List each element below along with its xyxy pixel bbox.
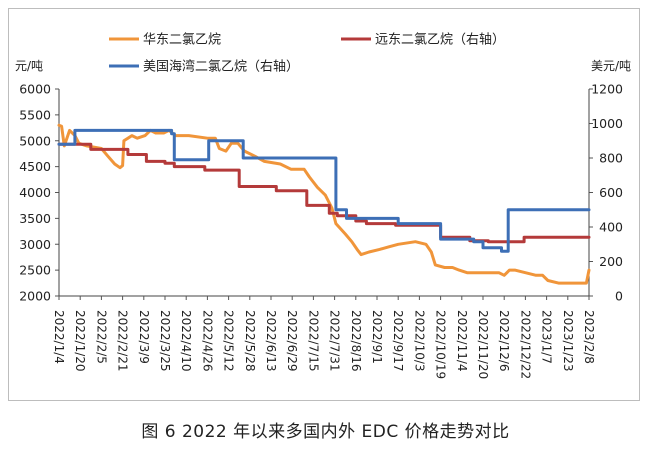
figure-caption: 图 6 2022 年以来多国内外 EDC 价格走势对比 <box>141 422 510 442</box>
x-tick-label: 2022/2/21 <box>116 310 130 372</box>
right-tick-label: 600 <box>599 185 623 200</box>
x-tick-label: 2022/6/13 <box>264 310 278 372</box>
left-tick-label: 4000 <box>19 185 51 200</box>
legend-label-series-1: 远东二氯乙烷（右轴） <box>375 33 505 48</box>
x-tick-label: 2022/7/31 <box>328 310 342 372</box>
x-tick-label: 2022/3/25 <box>158 310 172 372</box>
right-tick-label: 400 <box>599 220 623 235</box>
axes: 2000 2500 3000 3500 4000 4500 5000 5500 6000 0 200… <box>19 82 623 380</box>
x-tick-label: 2023/1/23 <box>561 310 575 372</box>
right-tick-label: 1000 <box>591 116 623 131</box>
chart-frame: 华东二氯乙烷 远东二氯乙烷（右轴） 美国海湾二氯乙烷（右轴） 元/吨 美元/吨 … <box>8 8 640 401</box>
x-tick-label: 2022/1/4 <box>52 310 66 364</box>
series-line-0 <box>57 123 591 285</box>
line-chart: 华东二氯乙烷 远东二氯乙烷（右轴） 美国海湾二氯乙烷（右轴） 元/吨 美元/吨 … <box>15 33 631 380</box>
x-tick-label: 2022/9/17 <box>391 310 405 372</box>
x-tick-label: 2022/11/4 <box>455 310 469 372</box>
x-tick-label: 2022/10/19 <box>434 310 448 379</box>
x-tick-label: 2022/4/10 <box>179 310 193 372</box>
x-tick-label: 2022/12/22 <box>518 310 532 379</box>
x-tick-label: 2022/7/15 <box>306 310 320 372</box>
left-tick-label: 5000 <box>19 133 51 148</box>
right-axis-unit: 美元/吨 <box>591 59 631 73</box>
series-lines <box>57 123 591 285</box>
x-tick-label: 2022/4/26 <box>200 310 214 372</box>
x-tick-label: 2023/2/8 <box>582 310 596 364</box>
left-tick-label: 5500 <box>19 107 51 122</box>
x-tick-label: 2022/1/20 <box>73 310 87 372</box>
left-tick-label: 3000 <box>19 237 51 252</box>
x-tick-label: 2022/11/20 <box>476 310 490 379</box>
left-axis-unit: 元/吨 <box>15 59 43 73</box>
legend-label-series-0: 华东二氯乙烷 <box>143 33 221 48</box>
left-tick-label: 4500 <box>19 159 51 174</box>
right-tick-label: 200 <box>599 254 623 269</box>
series-line-1 <box>57 142 591 244</box>
x-tick-label: 2022/6/29 <box>285 310 299 372</box>
x-tick-label: 2022/9/1 <box>370 310 384 364</box>
legend: 华东二氯乙烷 远东二氯乙烷（右轴） 美国海湾二氯乙烷（右轴） <box>109 33 505 75</box>
x-tick-label: 2022/12/6 <box>497 310 511 372</box>
right-tick-label: 0 <box>615 289 623 304</box>
right-tick-label: 800 <box>599 151 623 166</box>
x-tick-label: 2022/5/12 <box>222 310 236 372</box>
right-tick-label: 1200 <box>591 82 623 97</box>
x-tick-label: 2022/2/5 <box>94 310 108 364</box>
x-tick-label: 2022/3/9 <box>137 310 151 364</box>
left-tick-label: 2500 <box>19 263 51 278</box>
x-tick-label: 2022/8/16 <box>349 310 363 372</box>
series-line-2 <box>57 128 591 253</box>
legend-label-series-2: 美国海湾二氯乙烷（右轴） <box>143 59 299 75</box>
left-tick-label: 6000 <box>19 82 51 97</box>
x-tick-label: 2023/1/7 <box>540 310 554 364</box>
left-tick-label: 3500 <box>19 211 51 226</box>
left-tick-label: 2000 <box>19 289 51 304</box>
x-tick-label: 2022/10/3 <box>412 310 426 372</box>
x-tick-label: 2022/5/28 <box>243 310 257 372</box>
